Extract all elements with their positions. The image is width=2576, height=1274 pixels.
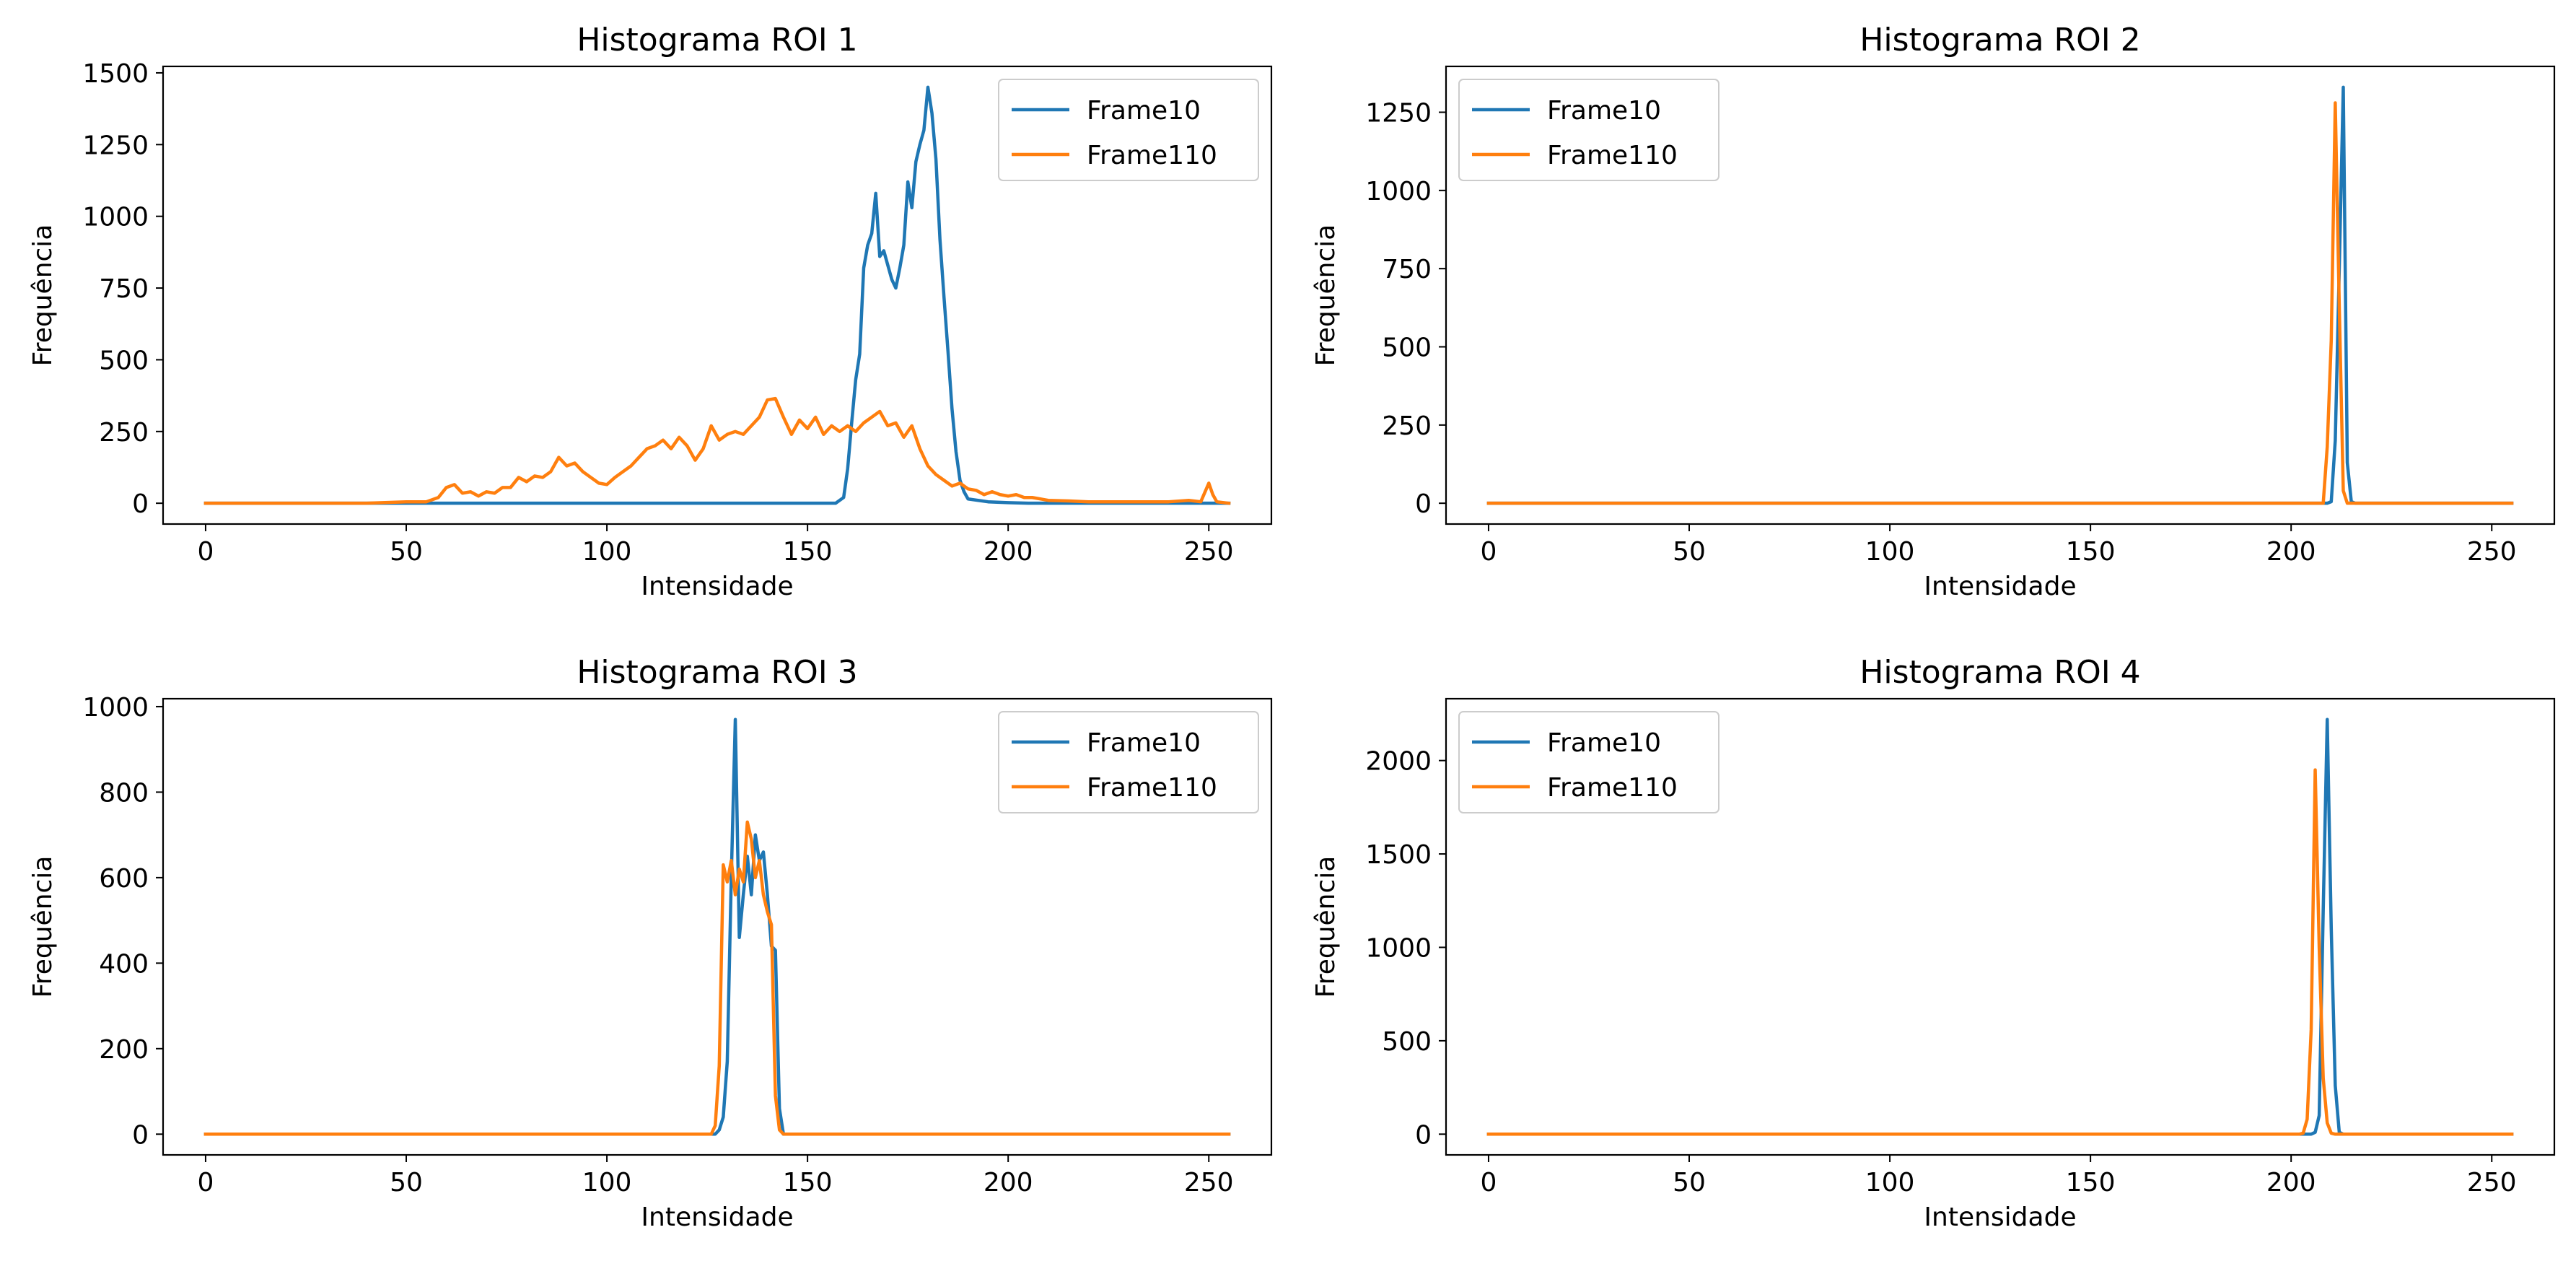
legend: Frame10 Frame110: [1458, 79, 1719, 181]
x-tick-label: 50: [390, 537, 423, 567]
chart-title: Histograma ROI 3: [577, 654, 857, 691]
y-tick-label: 250: [99, 418, 149, 448]
x-tick-label: 250: [1184, 537, 1234, 567]
x-axis-label: Intensidade: [641, 572, 793, 601]
x-tick-label: 50: [1673, 1168, 1706, 1197]
series-line-frame110: [1486, 768, 2514, 1136]
y-tick-label: 250: [1382, 411, 1432, 441]
y-tick-label: 1000: [82, 693, 149, 723]
x-tick-label: 250: [2467, 537, 2517, 567]
chart-title: Histograma ROI 4: [1859, 654, 2140, 691]
y-tick-label: 750: [99, 274, 149, 304]
legend: Frame10 Frame110: [998, 711, 1259, 813]
legend-label-frame110: Frame110: [1087, 141, 1217, 170]
y-axis-label: Frequência: [1311, 856, 1341, 998]
y-tick-label: 0: [132, 489, 149, 519]
y-tick-label: 750: [1382, 255, 1432, 284]
y-tick-label: 600: [99, 864, 149, 894]
y-tick-label: 800: [99, 778, 149, 808]
y-tick-label: 500: [99, 346, 149, 375]
x-tick-label: 0: [1480, 1168, 1497, 1197]
y-tick-label: 2000: [1365, 747, 1432, 777]
x-tick-label: 250: [1184, 1168, 1234, 1197]
x-tick-label: 0: [1480, 537, 1497, 567]
y-tick-label: 1000: [1365, 933, 1432, 963]
x-tick-label: 200: [2266, 1168, 2316, 1197]
x-tick-label: 250: [2467, 1168, 2517, 1197]
y-axis-label: Frequência: [1311, 224, 1341, 367]
chart-title: Histograma ROI 1: [577, 22, 857, 58]
y-tick-label: 1000: [82, 203, 149, 232]
y-tick-label: 400: [99, 949, 149, 979]
legend-label-frame110: Frame110: [1087, 773, 1217, 803]
x-tick-label: 100: [1865, 1168, 1915, 1197]
axes-frame: [1445, 65, 2556, 525]
x-axis-label: Intensidade: [641, 1203, 793, 1232]
chart-panel-1: 0 50 100 150 200 250 0 250 500 750 1000 1250 1500 His…: [28, 22, 1273, 601]
chart-panel-3: 0 50 100 150 200 250 0 200 400 600 800 1000 Histogra…: [28, 654, 1273, 1232]
y-tick-label: 500: [1382, 1027, 1432, 1057]
series-line-frame110: [203, 396, 1231, 505]
series-line-frame110: [1486, 101, 2514, 505]
x-tick-label: 200: [2266, 537, 2316, 567]
legend-label-frame110: Frame110: [1547, 141, 1678, 170]
y-tick-label: 1500: [1365, 840, 1432, 870]
x-tick-label: 150: [783, 1168, 833, 1197]
x-axis-label: Intensidade: [1924, 1203, 2076, 1232]
x-tick-label: 200: [983, 1168, 1033, 1197]
x-tick-label: 100: [582, 1168, 632, 1197]
series-line-frame10: [203, 717, 1231, 1136]
x-tick-label: 150: [783, 537, 833, 567]
axes-frame: [162, 697, 1273, 1156]
y-tick-label: 0: [132, 1120, 149, 1150]
legend-label-frame10: Frame10: [1087, 728, 1201, 758]
chart-panels: 0 50 100 150 200 2500250500750100012501500His…: [28, 22, 2556, 1232]
x-tick-label: 50: [390, 1168, 423, 1197]
legend-label-frame10: Frame10: [1547, 96, 1661, 126]
y-tick-label: 1000: [1365, 177, 1432, 206]
x-tick-label: 150: [2066, 1168, 2116, 1197]
x-tick-label: 0: [197, 1168, 214, 1197]
legend-label-frame110: Frame110: [1547, 773, 1678, 803]
x-axis-label: Intensidade: [1924, 572, 2076, 601]
x-tick-label: 150: [2066, 537, 2116, 567]
legend-label-frame10: Frame10: [1547, 728, 1661, 758]
x-tick-label: 100: [1865, 537, 1915, 567]
y-tick-label: 1500: [82, 59, 149, 89]
y-tick-label: 200: [99, 1035, 149, 1065]
y-tick-label: 500: [1382, 333, 1432, 363]
legend: Frame10 Frame110: [998, 79, 1259, 181]
x-tick-label: 100: [582, 537, 632, 567]
y-axis-label: Frequência: [28, 856, 58, 998]
y-tick-label: 0: [1415, 1120, 1432, 1150]
y-tick-label: 0: [1415, 489, 1432, 519]
x-tick-label: 50: [1673, 537, 1706, 567]
chart-panel-4: 0 50 100 150 200 250 0 500 1000 1500 2000 Histogram…: [1311, 654, 2556, 1232]
legend: Frame10 Frame110: [1458, 711, 1719, 813]
y-tick-label: 1250: [82, 131, 149, 160]
series-line-frame10: [203, 85, 1231, 505]
axes-frame: [162, 65, 1273, 525]
chart-title: Histograma ROI 2: [1859, 22, 2140, 58]
axes-frame: [1445, 697, 2556, 1156]
x-tick-label: 200: [983, 537, 1033, 567]
y-axis-label: Frequência: [28, 224, 58, 367]
series-line-frame110: [203, 820, 1231, 1136]
chart-panel-2: 0 50 100 150 200 250 0 250 500 750 1000 1250 Histogr…: [1311, 22, 2556, 601]
legend-label-frame10: Frame10: [1087, 96, 1201, 126]
y-tick-label: 1250: [1365, 98, 1432, 128]
x-tick-label: 0: [197, 537, 214, 567]
